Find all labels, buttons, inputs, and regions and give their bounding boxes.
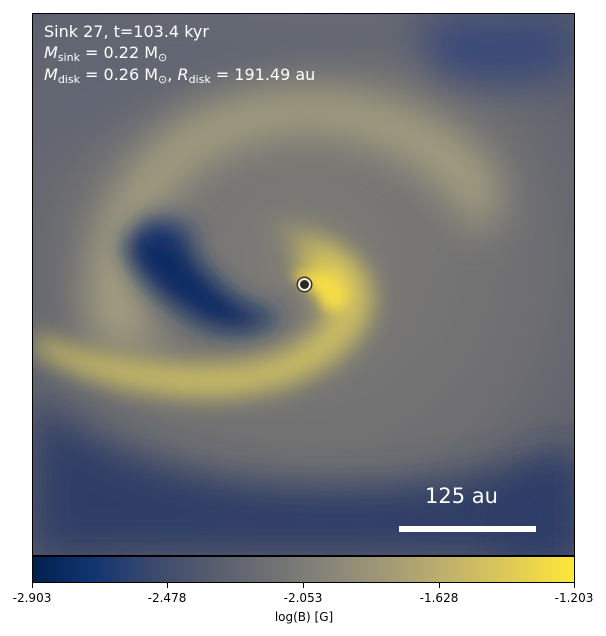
- magnetic-field-map: Sink 27, t=103.4 kyr Msink = 0.22 M⊙ Mdi…: [32, 13, 575, 556]
- sink-time-label: Sink 27, t=103.4 kyr: [44, 22, 209, 41]
- colorbar-label: log(B) [G]: [274, 610, 334, 624]
- colorbar: [32, 556, 575, 583]
- sink-marker: [298, 278, 311, 291]
- sink-mass-label: Msink = 0.22 M⊙: [44, 43, 168, 64]
- colorbar-tick-label: -2.478: [147, 591, 187, 605]
- scalebar-line: [399, 526, 536, 532]
- colorbar-tick-label: -2.903: [12, 591, 52, 605]
- colorbar-tick-label: -1.203: [554, 591, 594, 605]
- colorbar-tick-label: -1.628: [419, 591, 459, 605]
- colorbar-tick: [303, 583, 304, 588]
- colorbar-tick: [167, 583, 168, 588]
- field-image: [33, 14, 574, 555]
- scalebar-label: 125 au: [425, 484, 498, 508]
- colorbar-tick: [574, 583, 575, 588]
- colorbar-tick: [439, 583, 440, 588]
- colorbar-tick-label: -2.053: [283, 591, 323, 605]
- disk-properties-label: Mdisk = 0.26 M⊙, Rdisk = 191.49 au: [44, 65, 316, 86]
- colorbar-tick: [32, 583, 33, 588]
